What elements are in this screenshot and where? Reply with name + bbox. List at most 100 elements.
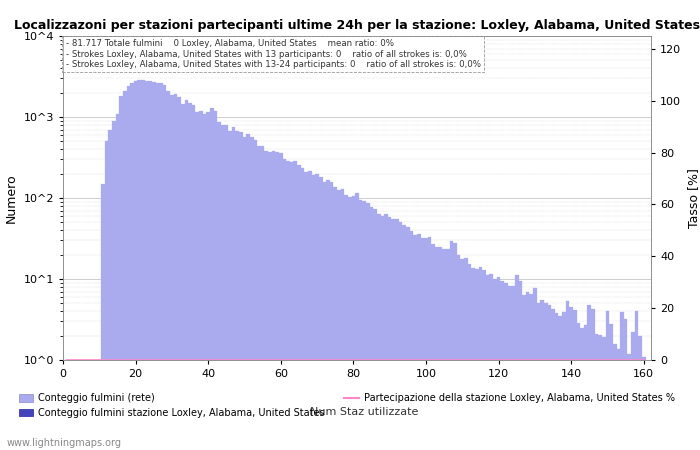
Bar [533,288,537,450]
Bar [195,112,199,450]
Bar [559,316,562,450]
Bar [203,114,206,450]
Bar [185,100,188,450]
Bar [631,333,635,450]
Bar [613,344,617,450]
Bar [577,323,580,450]
Bar [253,140,257,450]
Bar [297,165,301,450]
Bar [627,355,631,450]
Bar [406,227,410,450]
Bar [152,82,155,450]
Bar [145,81,148,450]
Title: Localizzazoni per stazioni partecipanti ultime 24h per la stazione: Loxley, Alab: Localizzazoni per stazioni partecipanti … [14,19,700,32]
Bar [279,153,283,450]
Bar [69,360,72,450]
Bar [134,81,137,450]
Bar [217,122,221,450]
Bar [188,103,192,450]
Bar [97,360,101,450]
Bar [595,334,598,450]
Bar [76,360,79,450]
Bar [312,175,315,450]
Bar [500,281,504,450]
Bar [511,286,515,450]
Legend: Conteggio fulmini (rete), Conteggio fulmini stazione Loxley, Alabama, United Sta: Conteggio fulmini (rete), Conteggio fulm… [19,393,675,418]
Bar [388,217,391,450]
Bar [304,172,308,450]
Bar [402,225,406,450]
Bar [544,303,547,450]
Bar [210,108,214,450]
Bar [351,197,355,450]
Bar [94,360,97,450]
Bar [569,307,573,450]
Bar [584,325,587,450]
Bar [83,360,87,450]
Bar [529,294,533,450]
Bar [566,301,569,450]
Bar [319,177,323,450]
Bar [573,310,577,450]
Bar [537,302,540,450]
Y-axis label: Numero: Numero [5,173,18,223]
Bar [330,182,333,450]
Bar [137,80,141,450]
Bar [170,95,174,450]
Bar [377,214,381,450]
Bar [479,267,482,450]
Bar [119,96,123,450]
Bar [261,146,265,450]
Bar [206,112,210,450]
Bar [228,130,232,450]
Bar [239,132,243,450]
Bar [363,202,366,450]
Text: - 81.717 Totale fulmini    0 Loxley, Alabama, United States    mean ratio: 0%
- : - 81.717 Totale fulmini 0 Loxley, Alabam… [66,39,481,69]
Bar [286,161,290,450]
Bar [112,121,116,450]
Bar [159,83,163,450]
Bar [638,336,642,450]
Bar [486,275,489,450]
Bar [449,241,453,450]
Bar [624,319,627,450]
Bar [265,151,268,450]
Bar [275,152,279,450]
Bar [381,216,384,450]
Bar [457,255,461,450]
Bar [181,104,185,450]
Bar [293,162,297,450]
Bar [526,292,529,450]
Bar [174,94,177,450]
Text: Num Staz utilizzate: Num Staz utilizzate [310,407,418,417]
Bar [344,195,348,450]
Bar [522,296,526,450]
Bar [101,184,105,450]
Bar [301,168,304,450]
Bar [551,309,555,450]
Bar [250,137,253,450]
Bar [580,328,584,450]
Bar [257,146,261,450]
Bar [555,313,559,450]
Bar [620,311,624,450]
Bar [515,275,519,450]
Bar [475,269,479,450]
Bar [199,112,203,450]
Bar [355,194,359,450]
Bar [587,305,591,450]
Bar [547,306,551,450]
Bar [399,222,402,450]
Bar [337,190,341,450]
Bar [384,214,388,450]
Bar [497,277,500,450]
Bar [108,130,112,450]
Bar [246,135,250,450]
Bar [591,309,595,450]
Bar [395,220,399,450]
Bar [373,208,377,450]
Bar [79,360,83,450]
Text: www.lightningmaps.org: www.lightningmaps.org [7,438,122,448]
Bar [489,274,493,450]
Bar [453,243,457,450]
